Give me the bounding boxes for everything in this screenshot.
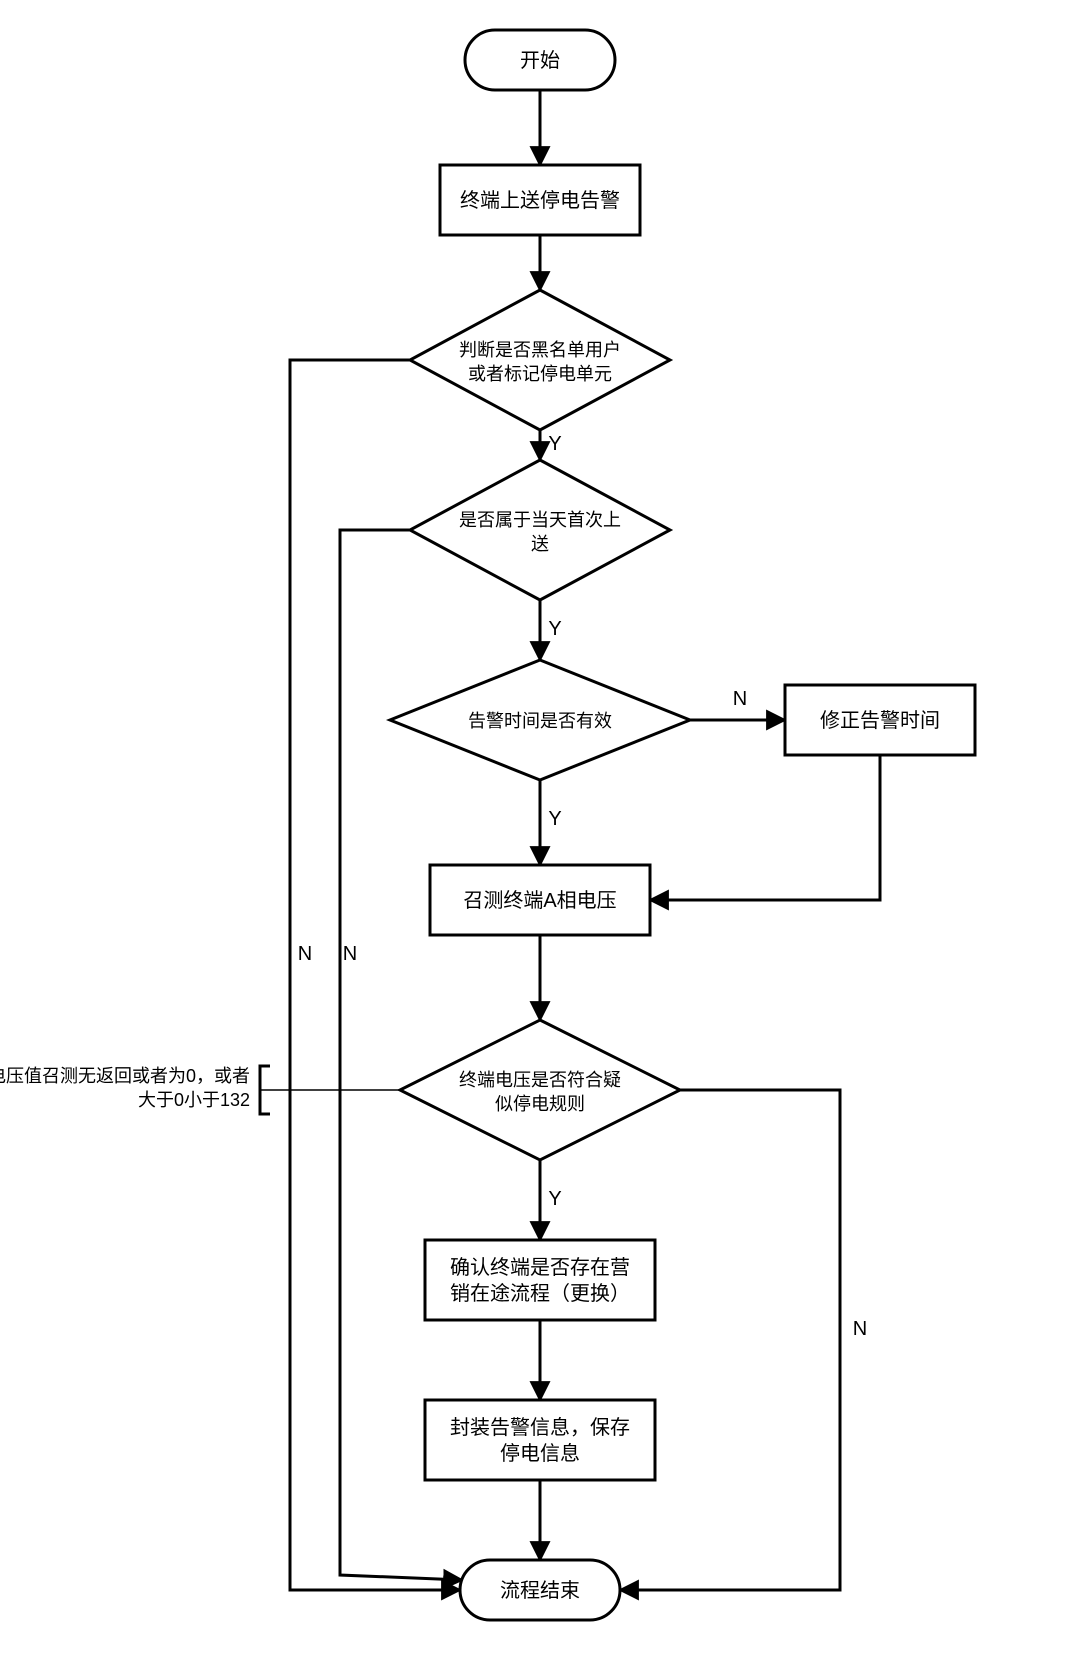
edge-label: N bbox=[733, 688, 747, 710]
annotation-text: 大于0小于132 bbox=[138, 1090, 250, 1110]
edge bbox=[650, 755, 880, 900]
edge-label: N bbox=[343, 943, 357, 965]
decision-d1 bbox=[410, 290, 670, 430]
process-n4 bbox=[425, 1240, 655, 1320]
decision-label: 似停电规则 bbox=[495, 1094, 585, 1114]
decision-label: 判断是否黑名单用户 bbox=[459, 340, 621, 360]
process-label: 终端上送停电告警 bbox=[460, 189, 620, 212]
decision-label: 是否属于当天首次上 bbox=[459, 510, 621, 530]
decision-label: 或者标记停电单元 bbox=[468, 364, 612, 384]
process-n5 bbox=[425, 1400, 655, 1480]
process-label: 修正告警时间 bbox=[820, 709, 940, 732]
edge-label: Y bbox=[548, 433, 561, 455]
process-label: 确认终端是否存在营 bbox=[450, 1256, 630, 1279]
edge-label: N bbox=[853, 1318, 867, 1340]
decision-label: 终端电压是否符合疑 bbox=[459, 1070, 621, 1090]
edge-label: N bbox=[298, 943, 312, 965]
edge-label: Y bbox=[548, 618, 561, 640]
process-label: 销在途流程（更换） bbox=[450, 1282, 630, 1305]
decision-label: 送 bbox=[531, 534, 549, 554]
decision-label: 告警时间是否有效 bbox=[468, 711, 612, 731]
edge bbox=[620, 1090, 840, 1590]
decision-d4 bbox=[400, 1020, 680, 1160]
process-label: 召测终端A相电压 bbox=[463, 889, 616, 912]
terminator-label: 开始 bbox=[520, 49, 560, 72]
flowchart-svg: Y Y Y N Y N N N 开始终端上送停电告警判断是否黑名单用户或者标记停电单元是否属于当… bbox=[0, 0, 1075, 1679]
process-label: 停电信息 bbox=[500, 1442, 580, 1465]
edge-label: Y bbox=[548, 1188, 561, 1210]
decision-d2 bbox=[410, 460, 670, 600]
annotation-text: 终端电压值召测无返回或者为0，或者 bbox=[0, 1066, 250, 1086]
process-label: 封装告警信息，保存 bbox=[450, 1416, 630, 1439]
edge-label: Y bbox=[548, 808, 561, 830]
terminator-label: 流程结束 bbox=[500, 1579, 580, 1602]
